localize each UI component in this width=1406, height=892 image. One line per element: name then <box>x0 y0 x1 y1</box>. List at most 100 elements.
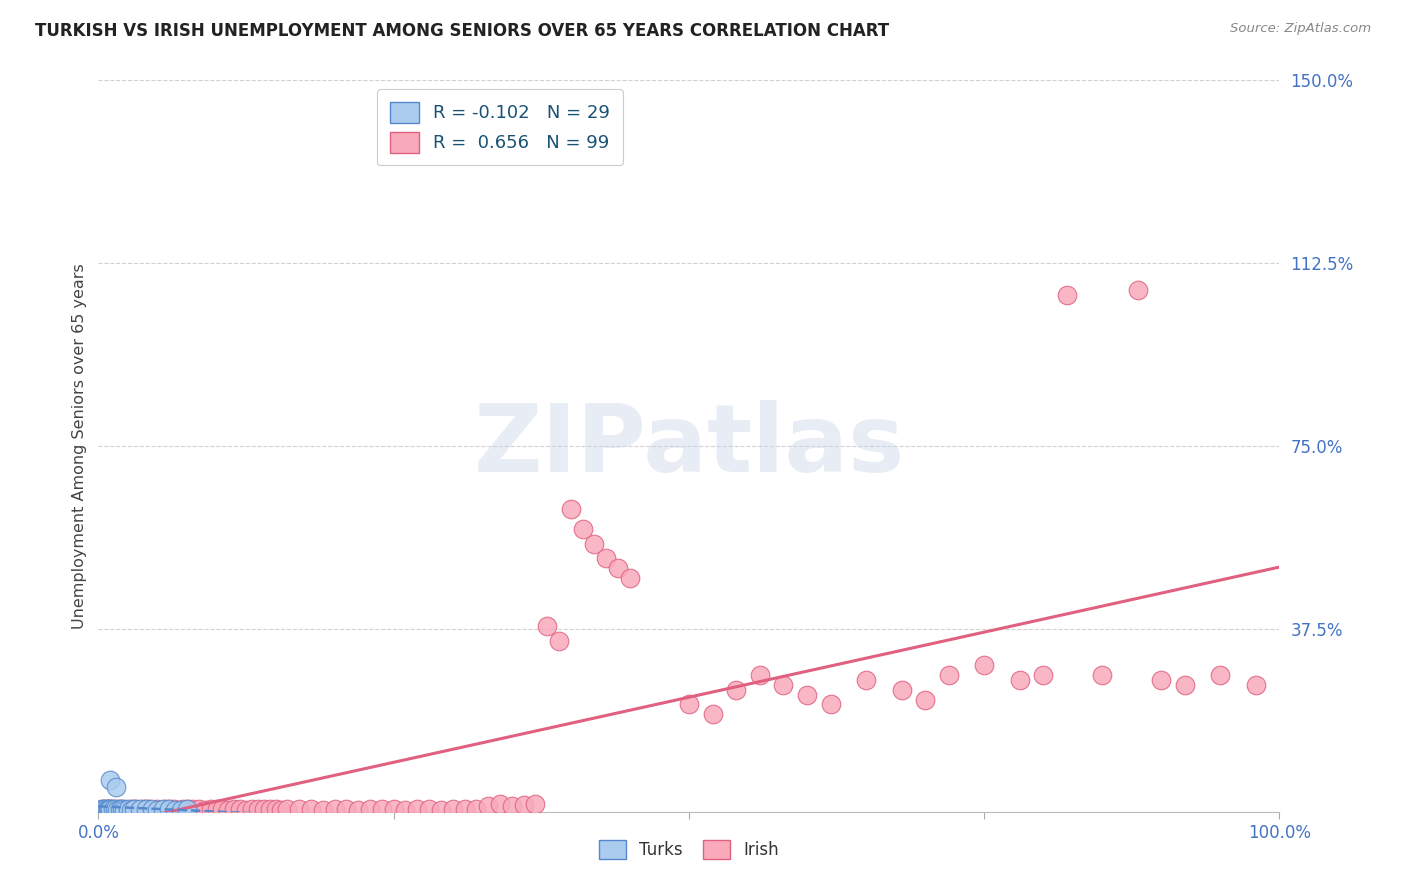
Point <box>94 803 117 817</box>
Point <box>91 802 114 816</box>
Point <box>90 803 112 817</box>
Point <box>135 802 157 816</box>
Point <box>264 802 287 816</box>
Point <box>973 658 995 673</box>
Point <box>101 802 124 816</box>
Point <box>725 682 748 697</box>
Point <box>94 803 117 817</box>
Point <box>536 619 558 633</box>
Point <box>105 803 128 817</box>
Point <box>104 802 127 816</box>
Point <box>548 634 571 648</box>
Point <box>890 682 912 697</box>
Point <box>128 803 150 817</box>
Point <box>142 803 165 817</box>
Point <box>181 802 204 816</box>
Point <box>259 802 281 816</box>
Point <box>117 802 139 816</box>
Point <box>211 802 233 816</box>
Point <box>105 780 128 795</box>
Point <box>146 802 169 816</box>
Point <box>111 803 134 817</box>
Point <box>938 668 960 682</box>
Point <box>187 802 209 816</box>
Point <box>382 802 405 816</box>
Point <box>91 802 114 816</box>
Point <box>299 802 322 816</box>
Point <box>270 803 292 817</box>
Point <box>108 802 131 816</box>
Point <box>512 797 534 812</box>
Point <box>430 803 453 817</box>
Point <box>90 803 112 817</box>
Point <box>678 698 700 712</box>
Point <box>108 802 131 816</box>
Point <box>335 802 357 816</box>
Point <box>560 502 582 516</box>
Point <box>122 802 145 816</box>
Point <box>312 803 335 817</box>
Point <box>194 803 217 817</box>
Text: ZIPatlas: ZIPatlas <box>474 400 904 492</box>
Point <box>359 802 381 816</box>
Text: TURKISH VS IRISH UNEMPLOYMENT AMONG SENIORS OVER 65 YEARS CORRELATION CHART: TURKISH VS IRISH UNEMPLOYMENT AMONG SENI… <box>35 22 889 40</box>
Point <box>141 802 163 816</box>
Point <box>276 802 298 816</box>
Point <box>205 802 228 816</box>
Point <box>253 802 276 816</box>
Point <box>394 803 416 817</box>
Point <box>98 803 121 817</box>
Point <box>748 668 770 682</box>
Point <box>323 802 346 816</box>
Point <box>607 561 630 575</box>
Point <box>371 802 394 816</box>
Point <box>93 802 115 816</box>
Point <box>112 803 135 817</box>
Point <box>176 802 198 816</box>
Point <box>595 551 617 566</box>
Point <box>177 802 200 816</box>
Point <box>477 798 499 813</box>
Point <box>172 802 194 816</box>
Point <box>224 802 246 816</box>
Point <box>1126 283 1149 297</box>
Point <box>1032 668 1054 682</box>
Point <box>152 802 174 816</box>
Point <box>163 802 186 816</box>
Point <box>150 803 173 817</box>
Point <box>104 803 127 817</box>
Point <box>702 707 724 722</box>
Point <box>1091 668 1114 682</box>
Point <box>153 802 176 816</box>
Point <box>820 698 842 712</box>
Point <box>167 803 190 817</box>
Point <box>105 802 128 816</box>
Point <box>855 673 877 687</box>
Point <box>465 802 488 816</box>
Point <box>288 802 311 816</box>
Point <box>117 803 139 817</box>
Text: Source: ZipAtlas.com: Source: ZipAtlas.com <box>1230 22 1371 36</box>
Point <box>235 803 257 817</box>
Point <box>135 802 157 816</box>
Point <box>98 802 121 816</box>
Point <box>1008 673 1031 687</box>
Y-axis label: Unemployment Among Seniors over 65 years: Unemployment Among Seniors over 65 years <box>72 263 87 629</box>
Point <box>97 803 120 817</box>
Point <box>772 678 794 692</box>
Point <box>96 802 118 816</box>
Point <box>453 802 475 816</box>
Point <box>132 802 155 816</box>
Point <box>157 802 180 816</box>
Point <box>96 802 118 816</box>
Point <box>418 802 440 816</box>
Point <box>91 803 114 817</box>
Point <box>619 571 641 585</box>
Point <box>914 692 936 706</box>
Point <box>98 772 121 787</box>
Point <box>240 802 263 816</box>
Point <box>501 798 523 813</box>
Point <box>217 803 239 817</box>
Point <box>489 797 512 812</box>
Point <box>229 802 252 816</box>
